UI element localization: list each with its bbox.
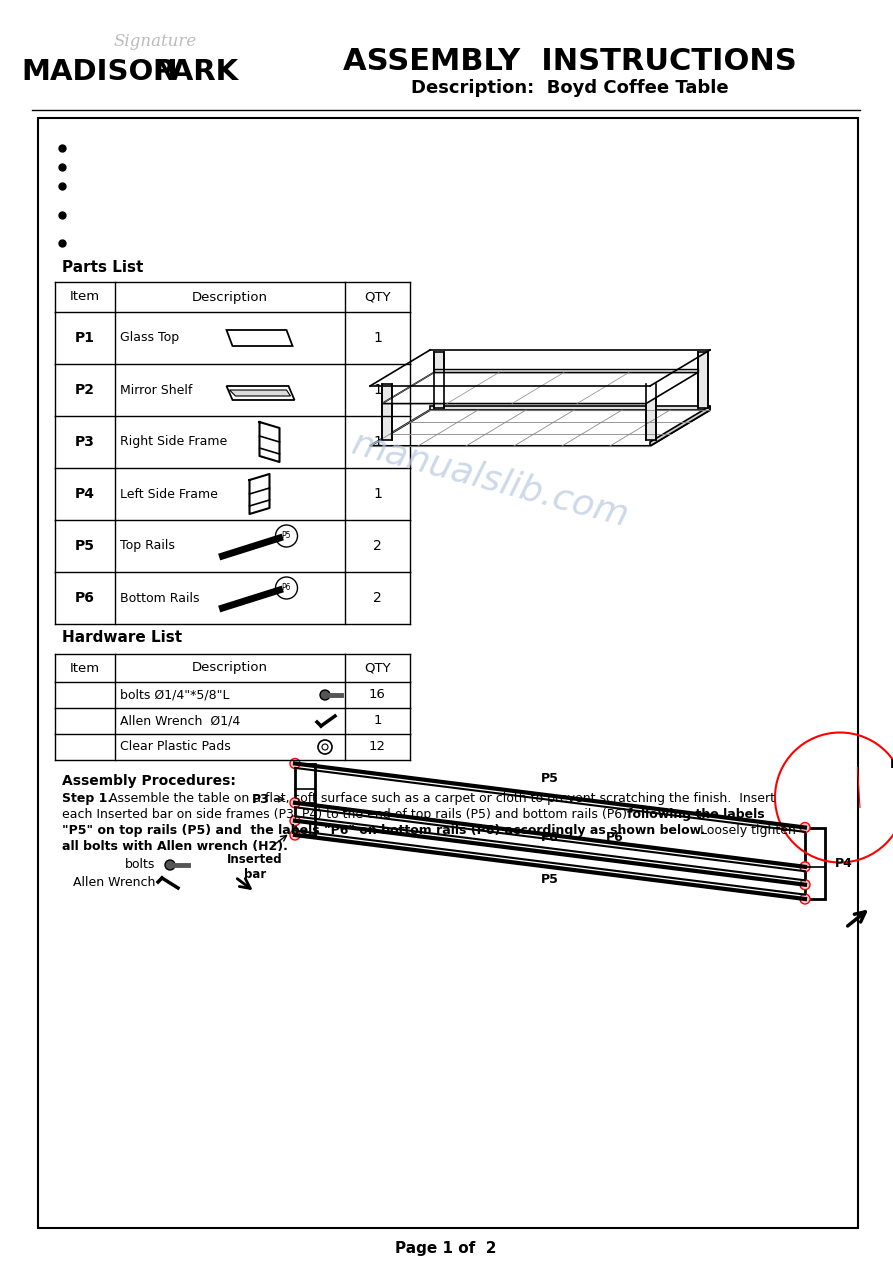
- Polygon shape: [430, 405, 710, 410]
- Text: following the labels: following the labels: [627, 808, 764, 821]
- Text: 1: 1: [373, 488, 382, 501]
- Text: P5: P5: [541, 874, 559, 887]
- Polygon shape: [650, 405, 710, 446]
- Text: Assembly Procedures:: Assembly Procedures:: [62, 774, 236, 788]
- Text: P4: P4: [835, 856, 853, 870]
- Text: Hardware List: Hardware List: [62, 630, 182, 645]
- Text: Allen Wrench: Allen Wrench: [72, 877, 155, 889]
- Text: Item: Item: [70, 290, 100, 303]
- Text: Loosely tighten: Loosely tighten: [692, 823, 796, 837]
- Bar: [38, 117, 858, 1228]
- Text: QTY: QTY: [364, 290, 391, 303]
- Circle shape: [290, 816, 300, 826]
- Polygon shape: [434, 369, 698, 373]
- Text: Parts List: Parts List: [62, 260, 144, 275]
- Text: manualslib.com: manualslib.com: [347, 427, 632, 533]
- Text: Page 1 of  2: Page 1 of 2: [396, 1240, 497, 1255]
- Text: 2: 2: [373, 591, 382, 605]
- Text: all bolts with Allen wrench (H2).: all bolts with Allen wrench (H2).: [62, 840, 288, 853]
- Text: Signature: Signature: [113, 34, 196, 51]
- Polygon shape: [382, 373, 698, 404]
- Text: P6: P6: [282, 584, 291, 592]
- Text: Glass Top: Glass Top: [120, 331, 179, 345]
- Circle shape: [322, 744, 328, 750]
- Text: Allen Wrench  Ø1/4: Allen Wrench Ø1/4: [120, 715, 240, 727]
- Text: P6: P6: [606, 831, 623, 844]
- Text: 1: 1: [373, 434, 382, 450]
- Text: Mirror Shelf: Mirror Shelf: [120, 384, 192, 397]
- Text: 1: 1: [373, 383, 382, 397]
- Polygon shape: [295, 764, 315, 835]
- Text: P5: P5: [282, 532, 291, 541]
- Circle shape: [800, 894, 810, 904]
- Polygon shape: [227, 330, 293, 346]
- Text: 16: 16: [369, 688, 386, 701]
- Text: Right Side Frame: Right Side Frame: [120, 436, 227, 448]
- Circle shape: [290, 759, 300, 768]
- Text: "P5" on top rails (P5) and  the labels "P6" on bottom rails (P6) accordingly as : "P5" on top rails (P5) and the labels "P…: [62, 823, 705, 837]
- Text: P5: P5: [75, 539, 95, 553]
- Text: Item: Item: [70, 662, 100, 674]
- Text: Description: Description: [192, 290, 268, 303]
- Circle shape: [800, 880, 810, 889]
- Text: Description:  Boyd Coffee Table: Description: Boyd Coffee Table: [411, 80, 729, 97]
- Text: bolts: bolts: [125, 859, 155, 871]
- Text: Left Side Frame: Left Side Frame: [120, 488, 218, 500]
- Text: bolts Ø1/4"*5/8"L: bolts Ø1/4"*5/8"L: [120, 688, 230, 701]
- Circle shape: [320, 690, 330, 700]
- Text: MADISON: MADISON: [21, 58, 179, 86]
- Text: QTY: QTY: [364, 662, 391, 674]
- Polygon shape: [698, 352, 708, 408]
- Text: P6: P6: [541, 831, 559, 844]
- Text: PARK: PARK: [152, 58, 238, 86]
- Polygon shape: [805, 827, 825, 899]
- Text: Bottom Rails: Bottom Rails: [120, 591, 199, 605]
- Text: P1: P1: [75, 331, 95, 345]
- Text: P6: P6: [75, 591, 95, 605]
- Circle shape: [165, 860, 175, 870]
- Circle shape: [276, 577, 297, 599]
- Text: Top Rails: Top Rails: [120, 539, 175, 552]
- Polygon shape: [230, 390, 290, 397]
- Circle shape: [276, 525, 297, 547]
- Text: H1: H1: [890, 758, 893, 770]
- Text: Step 1.: Step 1.: [62, 792, 113, 805]
- Text: P4: P4: [75, 488, 95, 501]
- Text: Clear Plastic Pads: Clear Plastic Pads: [120, 740, 230, 754]
- Text: each Inserted bar on side frames (P3, P4) to the end of top rails (P5) and botto: each Inserted bar on side frames (P3, P4…: [62, 808, 631, 821]
- Polygon shape: [227, 386, 295, 400]
- Circle shape: [800, 861, 810, 871]
- Text: ASSEMBLY  INSTRUCTIONS: ASSEMBLY INSTRUCTIONS: [343, 48, 797, 77]
- Text: P5: P5: [541, 772, 559, 784]
- Text: Description: Description: [192, 662, 268, 674]
- Circle shape: [290, 798, 300, 808]
- Circle shape: [318, 740, 332, 754]
- Text: 1: 1: [373, 715, 381, 727]
- Circle shape: [290, 830, 300, 840]
- Polygon shape: [434, 352, 444, 408]
- Polygon shape: [382, 384, 392, 440]
- Text: Assemble the table on a flat, soft surface such as a carpet or cloth to prevent : Assemble the table on a flat, soft surfa…: [105, 792, 775, 805]
- Text: 2: 2: [373, 539, 382, 553]
- Text: P2: P2: [75, 383, 95, 397]
- Circle shape: [800, 822, 810, 832]
- Text: P3: P3: [75, 434, 95, 450]
- Text: 12: 12: [369, 740, 386, 754]
- Text: Inserted
bar: Inserted bar: [227, 853, 283, 880]
- Text: 1: 1: [373, 331, 382, 345]
- Polygon shape: [370, 410, 710, 446]
- Polygon shape: [646, 384, 656, 440]
- Text: P3: P3: [252, 793, 270, 806]
